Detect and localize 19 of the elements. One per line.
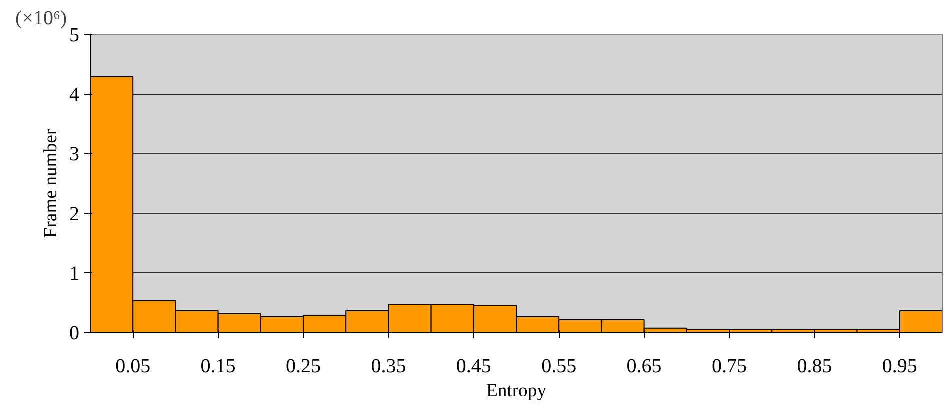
y-tick-label: 1 (70, 262, 80, 285)
x-tick-label: 0.05 (116, 356, 151, 378)
text: (×10⁶) (16, 8, 68, 30)
y-tick-label: 0 (70, 322, 80, 344)
y-tick-label: 4 (70, 84, 80, 106)
x-tick-label: 0.55 (542, 356, 577, 378)
x-tick-label: 0.65 (626, 356, 662, 378)
y-tick-label: 2 (70, 203, 80, 226)
x-axis-title: Entropy (486, 380, 548, 402)
y-tick-label: 3 (70, 144, 80, 166)
x-tick-label: 0.95 (882, 356, 918, 378)
y-axis-title: Frame number (40, 128, 62, 238)
y-tick-label: 5 (70, 24, 80, 46)
x-tick-label: 0.25 (286, 356, 321, 378)
x-tick-label: 0.85 (797, 356, 832, 378)
x-tick-label: 0.75 (712, 356, 747, 378)
x-tick-label: 0.45 (456, 356, 492, 378)
x-tick-label: 0.35 (371, 356, 406, 378)
x-tick-label: 0.15 (200, 356, 236, 378)
